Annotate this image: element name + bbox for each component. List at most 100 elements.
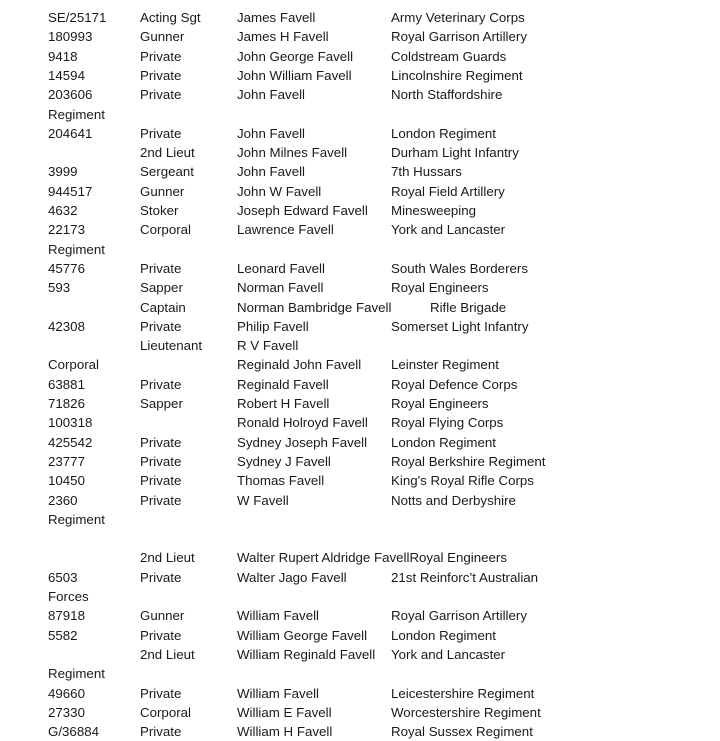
service-number: 6503 bbox=[48, 569, 78, 585]
roster-row: 2nd Lieut Walter Rupert Aldridge FavellRo… bbox=[0, 548, 720, 567]
service-number: 4632 bbox=[48, 203, 78, 218]
soldier-name: Sydney J Favell bbox=[237, 453, 331, 469]
unit: Royal Field Artillery bbox=[391, 183, 505, 199]
rank: Gunner bbox=[140, 29, 185, 45]
unit: York and Lancaster bbox=[391, 646, 506, 662]
roster-row: 2nd Lieut John Milnes Favell Durham Light … bbox=[0, 143, 720, 162]
service-number: 593 bbox=[48, 280, 71, 296]
name-and-unit: Joseph Edward Favell Minesweeping bbox=[237, 201, 476, 220]
rank: Captain bbox=[140, 299, 186, 315]
unit: London Regiment bbox=[391, 627, 496, 643]
rank: Private bbox=[140, 569, 182, 585]
service-number: 203606 bbox=[48, 87, 93, 103]
wrapped-continuation-row: Regiment bbox=[0, 510, 720, 529]
unit: Notts and Derbyshire bbox=[391, 492, 516, 508]
roster-row: 944517 Gunner John W Favell Royal Field Art… bbox=[0, 182, 720, 201]
unit: Royal Flying Corps bbox=[391, 415, 504, 431]
continuation-text: Regiment bbox=[48, 241, 105, 257]
soldier-name: Walter Rupert Aldridge Favell bbox=[237, 550, 410, 566]
service-number: 2360 bbox=[48, 492, 78, 508]
service-number: 9418 bbox=[48, 48, 78, 64]
name-and-unit: Thomas Favell King's Royal Rifle Corps bbox=[237, 471, 534, 490]
unit: Royal Garrison Artillery bbox=[391, 29, 527, 45]
unit: London Regiment bbox=[391, 125, 496, 141]
wrapped-continuation-row: Regiment bbox=[0, 105, 720, 124]
soldier-name: Leonard Favell bbox=[237, 260, 325, 276]
service-number: G/36884 bbox=[48, 724, 100, 740]
name-and-unit: William Favell Royal Garrison Artillery bbox=[237, 606, 527, 625]
soldier-name: Walter Jago Favell bbox=[237, 569, 347, 585]
roster-row: 10450 Private Thomas Favell King's Royal Ri… bbox=[0, 471, 720, 490]
service-number: 5582 bbox=[48, 627, 78, 643]
unit: Royal Engineers bbox=[391, 280, 489, 296]
soldier-name: William H Favell bbox=[237, 724, 333, 740]
soldier-name: Thomas Favell bbox=[237, 473, 325, 489]
name-and-unit: William George Favell London Regiment bbox=[237, 626, 496, 645]
roster-row: 9418 Private John George Favell Coldstream … bbox=[0, 47, 720, 66]
unit: Royal Berkshire Regiment bbox=[391, 453, 546, 469]
rank: Private bbox=[140, 125, 182, 141]
rank: Private bbox=[140, 724, 182, 740]
name-and-unit: Sydney Joseph Favell London Regiment bbox=[237, 433, 496, 452]
roster-row: 593 Sapper Norman Favell Royal Engineers bbox=[0, 278, 720, 297]
service-number: 49660 bbox=[48, 685, 85, 701]
name-and-unit: William H Favell Royal Sussex Regiment bbox=[237, 722, 533, 741]
roster-row: 2nd Lieut William Reginald Favell York and… bbox=[0, 645, 720, 664]
rank: Private bbox=[140, 453, 182, 469]
rank: Private bbox=[140, 87, 182, 103]
name-and-unit: John George Favell Coldstream Guards bbox=[237, 47, 506, 66]
service-number: 204641 bbox=[48, 125, 93, 141]
rank: Private bbox=[140, 260, 182, 276]
roster-row: Corporal Reginald John Favell Leinster Reg… bbox=[0, 355, 720, 374]
continuation-text: Regiment bbox=[48, 666, 105, 682]
soldier-name: William E Favell bbox=[237, 704, 332, 720]
service-number: 63881 bbox=[48, 376, 85, 392]
soldier-name: Joseph Edward Favell bbox=[237, 203, 368, 218]
unit: Minesweeping bbox=[391, 203, 477, 218]
roster-row: 5582 Private William George Favell London R… bbox=[0, 626, 720, 645]
rank: Acting Sgt bbox=[140, 10, 201, 25]
roster-row: 22173 Corporal Lawrence Favell York and Lan… bbox=[0, 220, 720, 239]
service-number: 71826 bbox=[48, 396, 85, 411]
service-number: 425542 bbox=[48, 434, 93, 450]
name-and-unit: Norman Favell Royal Engineers bbox=[237, 278, 489, 297]
roster-row: G/36884 Private William H Favell Royal Suss… bbox=[0, 722, 720, 741]
soldier-name: John W Favell bbox=[237, 183, 322, 199]
unit: Royal Engineers bbox=[391, 396, 489, 411]
name-and-unit: William Reginald Favell York and Lancaste… bbox=[237, 645, 505, 664]
soldier-name: John Favell bbox=[237, 164, 305, 180]
service-number: 23777 bbox=[48, 453, 85, 469]
rank: Private bbox=[140, 685, 182, 701]
rank: 2nd Lieut bbox=[140, 646, 195, 662]
wrapped-continuation-row: Forces bbox=[0, 587, 720, 606]
soldier-name: James Favell bbox=[237, 10, 316, 25]
unit: London Regiment bbox=[391, 434, 496, 450]
soldier-name: James H Favell bbox=[237, 29, 329, 45]
roster-row: 27330 Corporal William E Favell Worcestersh… bbox=[0, 703, 720, 722]
unit: Royal Engineers bbox=[409, 550, 508, 566]
name-and-unit: Walter Rupert Aldridge FavellRoyal Engin… bbox=[237, 548, 507, 567]
roster-row: 45776 Private Leonard Favell South Wales Bo… bbox=[0, 259, 720, 278]
rank: Lieutenant bbox=[140, 338, 203, 354]
unit: Durham Light Infantry bbox=[391, 145, 519, 161]
name-and-unit: James Favell Army Veterinary Corps bbox=[237, 8, 525, 27]
soldier-name: John William Favell bbox=[237, 67, 352, 83]
unit: South Wales Borderers bbox=[391, 260, 528, 276]
service-number: 14594 bbox=[48, 67, 85, 83]
service-number: 27330 bbox=[48, 704, 85, 720]
rank: 2nd Lieut bbox=[140, 145, 195, 161]
continuation-text: Regiment bbox=[48, 511, 105, 527]
rank: Private bbox=[140, 67, 182, 83]
name-and-unit: John W Favell Royal Field Artillery bbox=[237, 182, 505, 201]
service-number: 180993 bbox=[48, 29, 93, 45]
rank: Private bbox=[140, 434, 182, 450]
name-and-unit: Philip Favell Somerset Light Infantry bbox=[237, 317, 528, 336]
soldier-name: Ronald Holroyd Favell bbox=[237, 415, 368, 431]
service-number: 42308 bbox=[48, 318, 85, 334]
rank: 2nd Lieut bbox=[140, 550, 195, 566]
name-and-unit: Ronald Holroyd Favell Royal Flying Corps bbox=[237, 413, 503, 432]
service-number: 87918 bbox=[48, 608, 85, 624]
soldier-name: R V Favell bbox=[237, 338, 299, 354]
roster-row: 4632 Stoker Joseph Edward Favell Minesweepi… bbox=[0, 201, 720, 220]
